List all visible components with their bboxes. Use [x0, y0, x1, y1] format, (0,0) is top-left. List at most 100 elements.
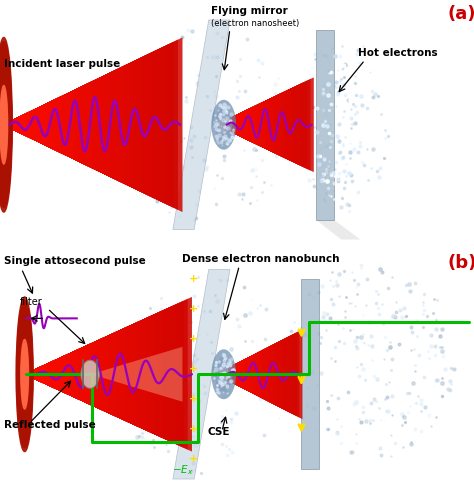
- Text: filter: filter: [20, 297, 43, 307]
- Polygon shape: [2, 55, 146, 195]
- Polygon shape: [2, 48, 160, 201]
- Polygon shape: [24, 308, 167, 440]
- Polygon shape: [2, 59, 137, 190]
- Text: +: +: [189, 364, 198, 374]
- Polygon shape: [216, 103, 262, 147]
- Polygon shape: [2, 61, 133, 188]
- Ellipse shape: [215, 357, 232, 392]
- Polygon shape: [216, 114, 238, 136]
- Polygon shape: [24, 359, 57, 390]
- Text: +: +: [189, 454, 198, 464]
- Polygon shape: [216, 77, 314, 172]
- Ellipse shape: [0, 85, 8, 164]
- Ellipse shape: [0, 90, 7, 160]
- Polygon shape: [216, 365, 233, 383]
- Text: +: +: [189, 274, 198, 284]
- Polygon shape: [24, 357, 62, 392]
- Ellipse shape: [17, 301, 33, 448]
- Polygon shape: [2, 85, 83, 164]
- Polygon shape: [216, 93, 281, 156]
- Polygon shape: [2, 77, 101, 173]
- Ellipse shape: [3, 116, 5, 134]
- Polygon shape: [216, 101, 264, 149]
- Polygon shape: [216, 371, 221, 377]
- Ellipse shape: [23, 363, 26, 386]
- Polygon shape: [24, 353, 70, 396]
- Ellipse shape: [0, 42, 12, 208]
- Ellipse shape: [23, 355, 27, 394]
- Polygon shape: [216, 332, 297, 416]
- Polygon shape: [216, 347, 268, 401]
- Polygon shape: [2, 103, 47, 147]
- Polygon shape: [216, 353, 256, 395]
- Polygon shape: [24, 351, 74, 397]
- Ellipse shape: [17, 304, 32, 444]
- Ellipse shape: [24, 370, 25, 378]
- Polygon shape: [2, 70, 115, 179]
- Polygon shape: [216, 359, 245, 389]
- Polygon shape: [216, 331, 300, 418]
- Polygon shape: [216, 356, 250, 392]
- Polygon shape: [216, 109, 248, 141]
- Polygon shape: [216, 334, 294, 415]
- Ellipse shape: [22, 351, 27, 397]
- Polygon shape: [24, 322, 137, 427]
- Polygon shape: [216, 362, 239, 386]
- Polygon shape: [216, 122, 222, 128]
- Text: CSE: CSE: [208, 427, 230, 437]
- Polygon shape: [216, 117, 232, 133]
- Polygon shape: [24, 318, 146, 430]
- Ellipse shape: [0, 81, 8, 169]
- Polygon shape: [24, 299, 188, 450]
- Ellipse shape: [21, 343, 28, 405]
- Polygon shape: [2, 109, 34, 140]
- Polygon shape: [2, 120, 11, 129]
- Polygon shape: [216, 84, 301, 166]
- Polygon shape: [24, 301, 183, 448]
- Polygon shape: [24, 370, 32, 378]
- Ellipse shape: [21, 339, 28, 409]
- Polygon shape: [24, 304, 175, 444]
- Polygon shape: [24, 334, 112, 415]
- Polygon shape: [2, 72, 110, 177]
- Polygon shape: [216, 367, 230, 382]
- Ellipse shape: [18, 308, 32, 440]
- Ellipse shape: [2, 103, 6, 147]
- Polygon shape: [2, 46, 164, 204]
- Polygon shape: [216, 92, 284, 158]
- Ellipse shape: [24, 366, 26, 382]
- Polygon shape: [24, 349, 78, 399]
- Polygon shape: [216, 82, 304, 168]
- Polygon shape: [24, 366, 40, 382]
- Polygon shape: [2, 92, 70, 158]
- Ellipse shape: [219, 364, 228, 384]
- Polygon shape: [216, 90, 288, 160]
- Polygon shape: [173, 269, 230, 479]
- Polygon shape: [2, 39, 178, 210]
- Polygon shape: [2, 99, 56, 151]
- Polygon shape: [216, 79, 310, 171]
- Polygon shape: [24, 306, 171, 442]
- Polygon shape: [24, 312, 158, 436]
- Text: (electron nanosheet): (electron nanosheet): [211, 19, 299, 28]
- Polygon shape: [24, 320, 141, 428]
- Ellipse shape: [0, 37, 12, 212]
- Polygon shape: [216, 120, 226, 130]
- Polygon shape: [216, 370, 224, 379]
- Polygon shape: [24, 310, 163, 438]
- Polygon shape: [2, 114, 25, 136]
- Polygon shape: [316, 220, 360, 240]
- Polygon shape: [2, 64, 128, 186]
- Polygon shape: [216, 111, 245, 139]
- Polygon shape: [216, 88, 291, 161]
- Polygon shape: [216, 95, 278, 155]
- Polygon shape: [216, 106, 255, 144]
- Text: Incident laser pulse: Incident laser pulse: [4, 59, 120, 69]
- Polygon shape: [216, 87, 294, 163]
- Polygon shape: [2, 118, 16, 131]
- Polygon shape: [2, 112, 29, 138]
- Ellipse shape: [16, 297, 33, 452]
- Ellipse shape: [19, 324, 30, 425]
- Polygon shape: [2, 44, 169, 206]
- Polygon shape: [216, 368, 227, 380]
